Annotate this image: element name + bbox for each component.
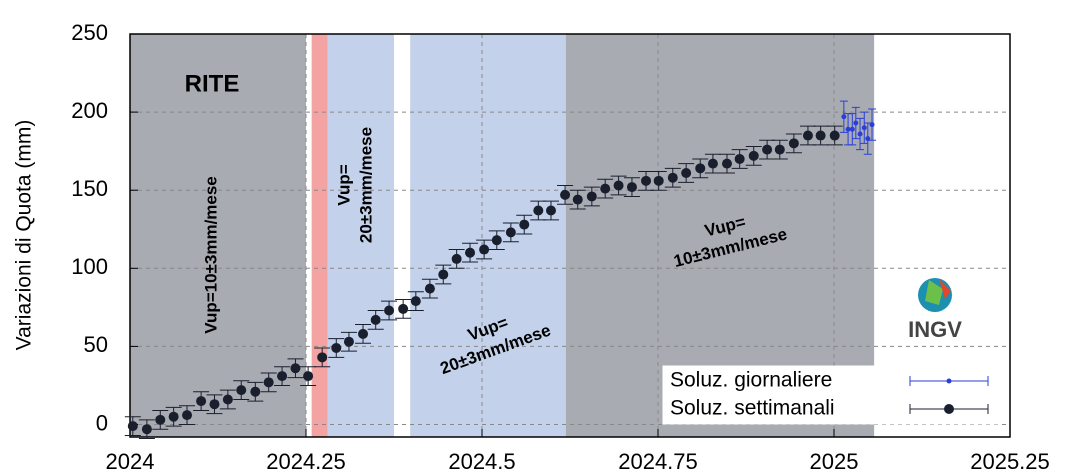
data-point [331, 342, 342, 353]
data-point [707, 158, 718, 169]
x-tick-label: 2024.25 [266, 449, 346, 474]
data-point [343, 336, 354, 347]
y-tick-label: 0 [96, 410, 108, 435]
period-band [311, 34, 328, 437]
data-point [861, 125, 867, 131]
data-point [613, 180, 624, 191]
legend-label: Soluz. settimanali [670, 397, 835, 420]
data-point [505, 227, 516, 238]
data-point [545, 205, 556, 216]
x-tick-label: 2024.5 [448, 449, 515, 474]
data-point [857, 131, 863, 137]
legend-symbol [946, 378, 952, 384]
annotation: RITE [185, 70, 240, 97]
data-point [774, 144, 785, 155]
data-point [653, 175, 664, 186]
data-point [519, 219, 530, 230]
x-tick-label: 2024 [106, 449, 155, 474]
data-point [168, 411, 179, 422]
annotation: Vup=20±3mm/mese [334, 127, 375, 243]
data-point [695, 163, 706, 174]
legend-box [662, 365, 1002, 425]
logo-text: INGV [908, 317, 962, 342]
x-tick-label: 2025 [810, 449, 859, 474]
x-tick-label: 2024.75 [618, 449, 698, 474]
annotation-text: Vup=10±3mm/mese [201, 176, 220, 334]
data-point [370, 314, 381, 325]
data-point [127, 421, 138, 432]
y-tick-label: 100 [71, 254, 108, 279]
data-point [748, 150, 759, 161]
y-tick-label: 250 [71, 20, 108, 45]
data-point [465, 247, 476, 258]
y-tick-label: 150 [71, 176, 108, 201]
data-point [721, 158, 732, 169]
data-point [263, 377, 274, 388]
logo: INGV [908, 278, 962, 342]
data-point [438, 269, 449, 280]
data-point [424, 283, 435, 294]
legend-symbol [944, 404, 954, 414]
data-point [845, 126, 851, 132]
logo-globe-detail [925, 280, 943, 305]
period-band [410, 34, 566, 437]
data-point [479, 244, 490, 255]
x-tick-label: 2025.25 [970, 449, 1050, 474]
annotation: Vup=10±3mm/mese [201, 176, 220, 334]
data-point [155, 414, 166, 425]
data-point [849, 126, 855, 132]
data-point [209, 399, 220, 410]
data-point [869, 122, 875, 128]
data-point [641, 175, 652, 186]
data-point [491, 235, 502, 246]
data-point [600, 183, 611, 194]
data-point [277, 371, 288, 382]
data-point [667, 172, 678, 183]
data-point [196, 396, 207, 407]
y-tick-label: 50 [84, 332, 108, 357]
data-point [802, 130, 813, 141]
data-point [586, 191, 597, 202]
data-point [182, 410, 193, 421]
plot-frame [129, 33, 1011, 438]
data-point [788, 138, 799, 149]
data-point [734, 153, 745, 164]
period-band [130, 34, 306, 437]
data-point [560, 189, 571, 200]
data-point [853, 120, 859, 126]
data-point [290, 363, 301, 374]
data-point [451, 253, 462, 264]
logo-globe-detail [939, 279, 951, 299]
data-point [317, 352, 328, 363]
annotation-text: RITE [185, 70, 240, 97]
data-point [141, 424, 152, 435]
data-point [398, 303, 409, 314]
data-point [410, 296, 421, 307]
period-band [327, 34, 394, 437]
annotation-text: 20±3mm/mese [356, 127, 375, 243]
y-axis-title: Variazioni di Quota (mm) [13, 120, 36, 351]
data-point [572, 194, 583, 205]
annotation-text: Vup= [334, 164, 353, 205]
data-point [533, 205, 544, 216]
y-tick-label: 200 [71, 98, 108, 123]
data-point [303, 371, 314, 382]
data-point [222, 394, 233, 405]
legend-label: Soluz. giornaliere [670, 369, 832, 392]
data-point [841, 114, 847, 120]
data-point [829, 130, 840, 141]
data-point [762, 144, 773, 155]
data-point [626, 182, 637, 193]
data-point [815, 130, 826, 141]
data-point [384, 305, 395, 316]
data-point [681, 168, 692, 179]
data-point [250, 386, 261, 397]
data-point [358, 328, 369, 339]
data-point [236, 385, 247, 396]
